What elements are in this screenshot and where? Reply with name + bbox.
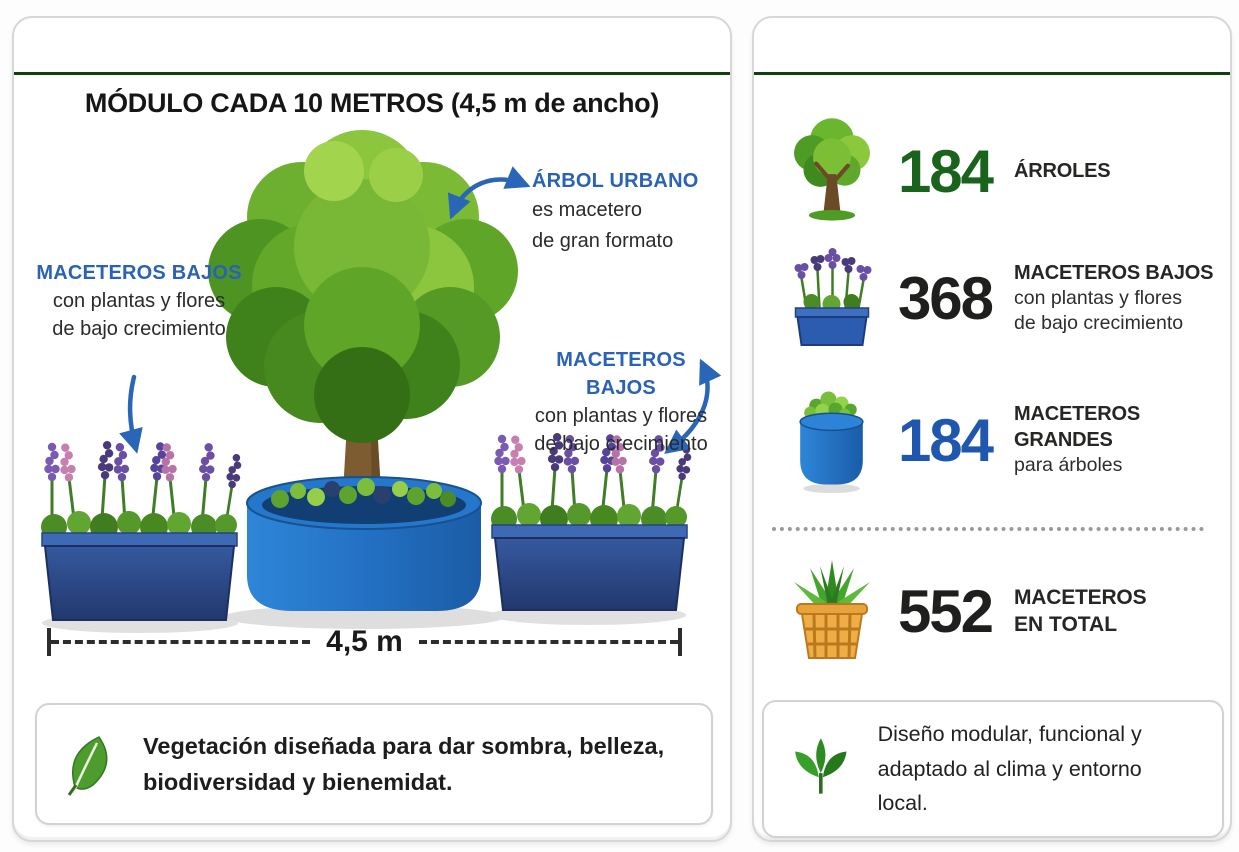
arrow-left-planter	[119, 374, 143, 454]
label-low-planters: MACETEROS BAJOS con plantas y flores de …	[1014, 261, 1214, 334]
large-pot-icon	[778, 381, 886, 499]
count-low-planters: 368	[897, 264, 994, 332]
composition-title: COMPOSICIÓN DEL PROYECTO	[128, 27, 616, 62]
totals-title: CANTIDADES TOTALES	[810, 27, 1174, 62]
totals-divider	[772, 527, 1204, 531]
leaves-icon	[795, 738, 847, 794]
totals-panel-body: 184 ÁRROLES	[754, 75, 1230, 840]
annotation-line: es macetero	[532, 199, 643, 221]
dimension-tick-right	[678, 628, 682, 656]
count-total-planters: 552	[897, 577, 994, 645]
left-planter	[41, 440, 244, 621]
annotation-title: ÁRBOL URBANO	[532, 170, 699, 192]
annotation-left-planter: MACETEROS BAJOS con plantas y flores de …	[28, 259, 250, 343]
annotation-tree: ÁRBOL URBANO es macetero de gran formato	[532, 167, 722, 257]
totals-panel: CANTIDADES TOTALES 184 ÁRROLES	[752, 16, 1232, 842]
total-row-large-pots: 184 MACETEROS GRANDES para árboles	[778, 379, 1216, 501]
annotation-line: de bajo crecimiento	[534, 433, 708, 455]
dimension-tick-left	[47, 628, 51, 656]
label-trees: ÁRROLES	[1014, 160, 1111, 182]
annotation-title: MACETEROS BAJOS	[556, 349, 686, 399]
total-row-low-planters: 368 MACETEROS BAJOS con plantas y flores…	[778, 246, 1216, 350]
annotation-line: de gran formato	[532, 230, 674, 252]
vegetation-note: Vegetación diseñada para dar sombra, bel…	[35, 703, 713, 825]
round-planter	[246, 476, 482, 611]
annotation-line: con plantas y flores	[534, 405, 708, 427]
low-planter-icon	[778, 246, 886, 350]
tree-icon	[778, 113, 886, 229]
composition-panel-body: MÓDULO CADA 10 METROS (4,5 m de ancho)	[14, 75, 730, 840]
count-large-pots: 184	[897, 406, 994, 474]
label-total-planters: MACETEROS EN TOTAL	[1014, 585, 1147, 636]
right-planter	[491, 432, 694, 611]
annotation-line: de bajo crecimiento	[52, 318, 226, 340]
module-title: MÓDULO CADA 10 METROS (4,5 m de ancho)	[84, 88, 660, 118]
composition-panel: COMPOSICIÓN DEL PROYECTO MÓDULO CADA 10 …	[12, 16, 732, 842]
total-row-all-planters: 552 MACETEROS EN TOTAL	[778, 551, 1216, 671]
totals-panel-header: CANTIDADES TOTALES	[754, 18, 1230, 75]
annotation-line: con plantas y flores	[52, 290, 226, 312]
dimension-line: 4,5 m	[47, 625, 682, 659]
dimension-label: 4,5 m	[326, 625, 403, 658]
design-note-text: Diseño modular, funcional y adaptado al …	[877, 722, 1142, 816]
label-large-pots: MACETEROS GRANDES para árboles	[1014, 403, 1140, 477]
leaf-icon	[67, 736, 108, 796]
annotation-title: MACETEROS BAJOS	[36, 262, 242, 284]
basket-icon	[778, 554, 886, 668]
count-trees: 184	[897, 137, 994, 205]
vegetation-note-text: Vegetación diseñada para dar sombra, bel…	[143, 732, 665, 795]
tree-canopy	[208, 130, 518, 443]
arrow-tree	[447, 166, 531, 220]
total-row-trees: 184 ÁRROLES	[778, 106, 1216, 236]
dimension-dash	[51, 640, 311, 644]
composition-panel-header: COMPOSICIÓN DEL PROYECTO	[14, 18, 730, 75]
dimension-dash	[418, 640, 678, 644]
annotation-right-planter: MACETEROS BAJOS con plantas y flores de …	[519, 346, 723, 458]
design-note: Diseño modular, funcional y adaptado al …	[762, 700, 1224, 838]
